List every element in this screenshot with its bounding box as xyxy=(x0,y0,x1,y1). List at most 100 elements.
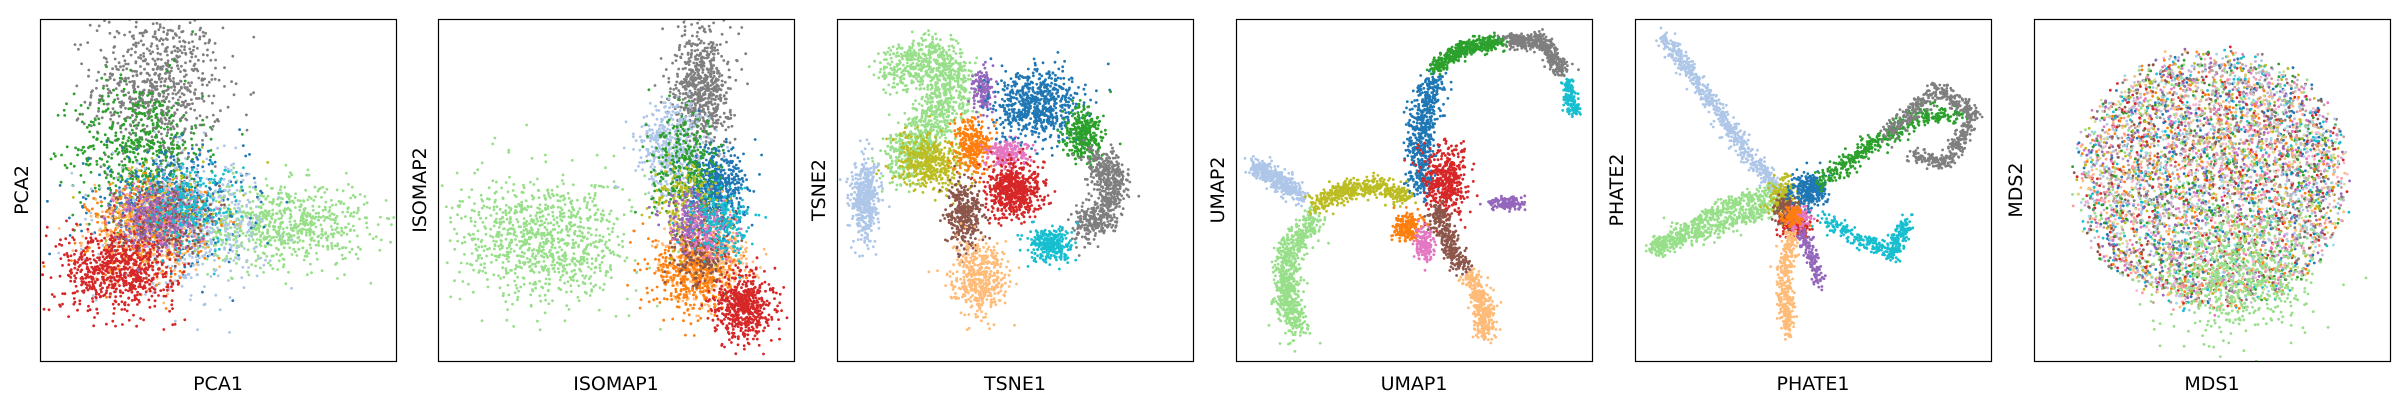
data-point xyxy=(176,279,180,283)
data-point xyxy=(104,210,108,214)
data-point xyxy=(110,255,114,258)
data-point xyxy=(136,85,140,89)
data-point xyxy=(300,227,304,231)
data-point xyxy=(164,118,168,122)
data-point xyxy=(175,60,179,63)
data-point xyxy=(199,249,203,253)
data-point xyxy=(124,106,127,110)
data-point xyxy=(120,189,124,193)
data-point xyxy=(363,195,367,198)
data-point xyxy=(139,118,143,122)
data-point xyxy=(183,127,187,131)
data-point xyxy=(137,265,141,269)
data-point xyxy=(78,112,82,116)
data-point xyxy=(97,117,101,121)
data-point xyxy=(358,193,362,196)
data-point xyxy=(226,105,230,109)
data-point xyxy=(143,102,147,105)
data-point xyxy=(349,212,353,215)
data-point xyxy=(151,159,155,163)
data-point xyxy=(108,295,112,299)
data-point xyxy=(168,150,172,154)
data-point xyxy=(93,186,97,190)
data-point xyxy=(337,199,341,203)
data-point xyxy=(151,139,155,142)
data-point xyxy=(189,294,193,297)
data-point xyxy=(169,267,173,270)
data-point xyxy=(128,248,132,252)
data-point xyxy=(245,203,249,207)
data-point xyxy=(347,222,351,226)
data-point xyxy=(54,154,57,158)
data-point xyxy=(104,221,108,225)
data-point xyxy=(146,101,149,105)
data-point xyxy=(190,33,194,36)
data-point xyxy=(163,50,167,53)
data-point xyxy=(227,251,231,255)
data-point xyxy=(90,207,94,211)
data-point xyxy=(198,37,202,41)
data-point xyxy=(175,153,179,157)
data-point xyxy=(285,200,289,204)
data-point xyxy=(271,254,275,258)
data-point xyxy=(150,119,154,122)
data-point xyxy=(197,251,200,255)
data-point xyxy=(201,30,205,34)
data-point xyxy=(254,185,257,189)
data-point xyxy=(259,235,262,238)
data-point xyxy=(106,87,110,91)
data-point xyxy=(75,84,79,88)
data-point xyxy=(229,219,233,223)
data-point xyxy=(119,105,123,109)
data-point xyxy=(194,88,197,91)
data-point xyxy=(176,140,180,144)
data-point xyxy=(98,268,101,271)
data-point xyxy=(246,211,249,215)
data-point xyxy=(250,263,254,266)
data-point xyxy=(111,269,115,273)
data-point xyxy=(148,73,151,77)
data-point xyxy=(167,173,171,176)
data-point xyxy=(72,164,76,168)
data-point xyxy=(157,28,161,32)
data-point xyxy=(288,246,292,250)
data-point xyxy=(54,245,58,248)
data-point xyxy=(324,232,327,236)
data-point xyxy=(332,232,336,236)
data-point xyxy=(287,175,291,179)
data-point xyxy=(107,102,110,106)
data-point xyxy=(175,34,178,37)
data-point xyxy=(102,86,105,90)
data-point xyxy=(244,173,248,177)
data-point xyxy=(257,223,261,227)
data-point xyxy=(311,208,315,212)
data-point xyxy=(109,111,112,114)
data-point xyxy=(201,262,205,266)
data-point xyxy=(254,264,257,268)
data-point xyxy=(352,215,355,218)
data-point xyxy=(321,209,325,212)
data-point xyxy=(269,221,272,224)
data-point xyxy=(262,263,266,267)
data-point xyxy=(175,143,179,147)
data-point xyxy=(313,222,316,225)
data-point xyxy=(319,223,323,227)
data-point xyxy=(139,39,143,43)
data-point xyxy=(118,270,122,274)
data-point xyxy=(160,111,164,114)
data-point xyxy=(335,188,339,192)
data-point xyxy=(171,119,175,123)
data-point xyxy=(62,108,66,112)
data-point xyxy=(132,34,135,38)
data-point xyxy=(228,296,232,299)
data-point xyxy=(123,249,126,252)
data-point xyxy=(237,257,241,260)
data-point xyxy=(161,113,164,117)
data-point xyxy=(193,91,196,95)
data-point xyxy=(160,263,164,267)
data-point xyxy=(189,131,193,135)
data-point xyxy=(157,155,161,159)
data-point xyxy=(141,43,145,47)
data-point xyxy=(116,226,119,230)
data-point xyxy=(217,217,221,221)
